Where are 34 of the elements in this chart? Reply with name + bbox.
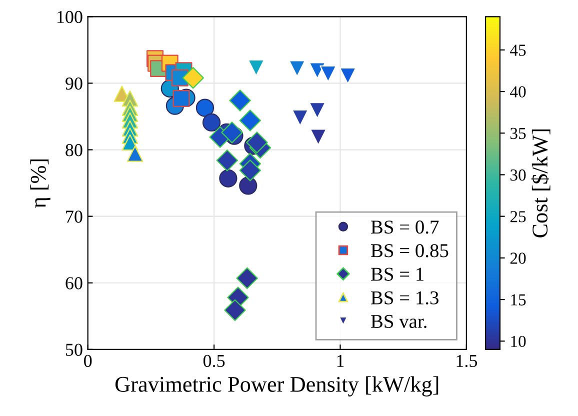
color-bar-title: Cost [$/kW] bbox=[531, 129, 550, 238]
point bbox=[292, 109, 309, 126]
color-bar-label: 20 bbox=[510, 252, 526, 264]
x-tick-label: 0.5 bbox=[203, 354, 225, 368]
point bbox=[339, 67, 356, 84]
x-tick-label: 1 bbox=[337, 354, 344, 367]
y-tick-label: 90 bbox=[66, 77, 82, 90]
legend-label: BS = 1.3 bbox=[371, 291, 438, 304]
x-tick-label: 1.5 bbox=[456, 354, 478, 368]
color-bar-label: 30 bbox=[510, 169, 526, 181]
y-tick-label: 100 bbox=[58, 10, 82, 24]
x-axis-title: Gravimetric Power Density [kW/kg] bbox=[115, 376, 438, 396]
point bbox=[308, 102, 326, 119]
x-tick-label: 0 bbox=[84, 354, 92, 368]
color-bar-label: 15 bbox=[511, 294, 526, 306]
legend-label: BS = 1 bbox=[371, 268, 424, 281]
point bbox=[308, 62, 326, 80]
point bbox=[288, 60, 306, 78]
y-tick-label: 80 bbox=[66, 144, 82, 156]
color-bar-label: 25 bbox=[510, 211, 526, 222]
point bbox=[126, 146, 144, 162]
y-tick-label: 50 bbox=[66, 344, 82, 356]
color-bar-label: 35 bbox=[510, 128, 526, 140]
y-tick-label: 60 bbox=[66, 277, 82, 290]
legend-label: BS = 0.85 bbox=[371, 244, 448, 258]
legend-label: BS = 0.7 bbox=[371, 220, 439, 234]
y-axis-title: η [%] bbox=[30, 159, 50, 208]
color-bar-label: 40 bbox=[510, 86, 526, 98]
y-tick-label: 70 bbox=[66, 210, 82, 223]
point bbox=[248, 59, 265, 76]
legend-label: BS var. bbox=[371, 314, 426, 328]
color-bar-label: 45 bbox=[510, 44, 526, 56]
point bbox=[320, 65, 337, 82]
color-bar-label: 10 bbox=[511, 336, 526, 348]
